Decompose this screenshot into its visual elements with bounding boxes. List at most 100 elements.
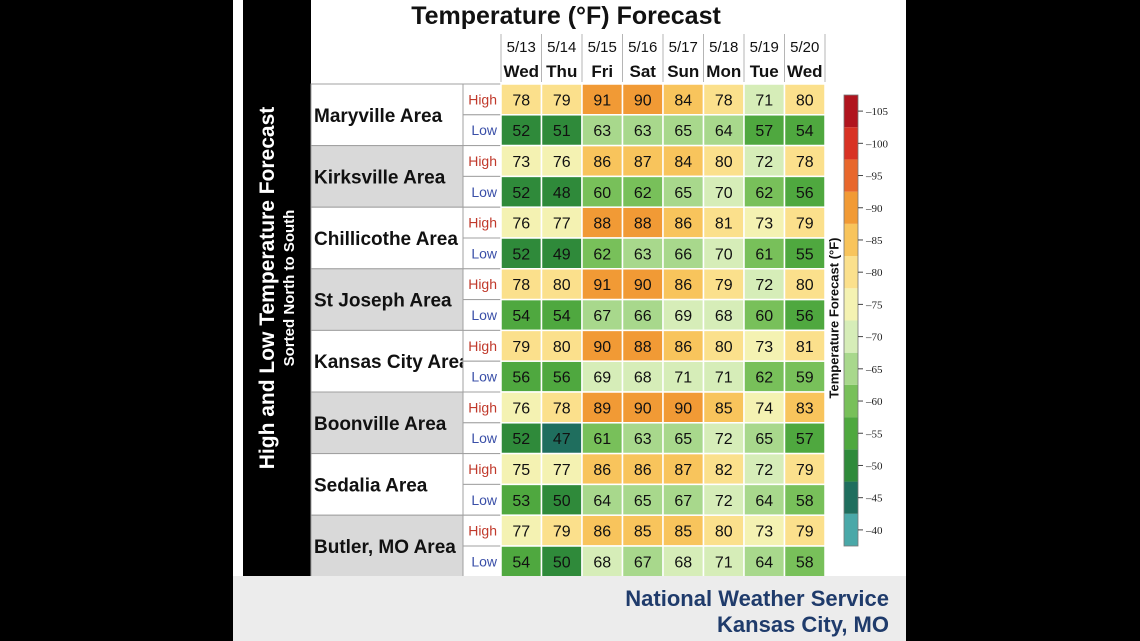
temp-cell xyxy=(702,175,745,208)
temp-cell xyxy=(662,175,705,208)
temp-value: 86 xyxy=(593,154,611,171)
temp-cell xyxy=(743,360,786,393)
temp-value: 85 xyxy=(634,524,652,541)
temp-value: 80 xyxy=(553,277,571,294)
temp-value: 62 xyxy=(755,185,773,202)
temp-value: 54 xyxy=(512,554,530,571)
legend-tick-label: –85 xyxy=(865,235,883,247)
temp-value: 56 xyxy=(553,370,571,387)
temp-value: 79 xyxy=(796,216,814,233)
temp-value: 86 xyxy=(674,216,692,233)
temp-value: 79 xyxy=(796,462,814,479)
temp-cell xyxy=(662,329,705,362)
temp-value: 59 xyxy=(796,370,814,387)
temp-cell xyxy=(581,237,624,270)
temp-cell xyxy=(540,175,583,208)
temp-value: 86 xyxy=(674,339,692,356)
legend-swatch xyxy=(844,127,858,160)
temp-value: 79 xyxy=(715,277,733,294)
temp-value: 84 xyxy=(674,154,692,171)
temp-cell xyxy=(500,545,543,578)
temp-cell xyxy=(621,114,664,147)
temp-value: 71 xyxy=(674,370,692,387)
legend-swatch xyxy=(844,320,858,353)
temp-value: 73 xyxy=(755,524,773,541)
temp-value: 77 xyxy=(553,462,571,479)
legend-tick-label: –60 xyxy=(865,396,883,408)
temp-value: 82 xyxy=(715,462,733,479)
legend-tick-label: –95 xyxy=(865,171,883,183)
temp-value: 49 xyxy=(553,246,571,263)
temp-value: 72 xyxy=(715,493,733,510)
temp-value: 71 xyxy=(715,554,733,571)
temp-cell xyxy=(662,144,705,178)
temp-cell xyxy=(581,114,624,147)
temp-value: 81 xyxy=(796,339,814,356)
temp-cell xyxy=(783,514,826,547)
row-label: High xyxy=(468,399,497,415)
temp-value: 54 xyxy=(512,308,530,325)
legend-swatch xyxy=(844,417,858,450)
temp-value: 73 xyxy=(755,216,773,233)
temp-value: 79 xyxy=(553,524,571,541)
temp-cell xyxy=(500,83,543,116)
temp-cell xyxy=(540,483,583,516)
temp-value: 67 xyxy=(674,493,692,510)
row-label: High xyxy=(468,91,497,107)
temp-cell xyxy=(581,545,624,578)
legend-tick-label: –50 xyxy=(865,460,883,472)
temp-value: 80 xyxy=(796,277,814,294)
temp-value: 68 xyxy=(715,308,733,325)
temp-value: 80 xyxy=(715,524,733,541)
temp-cell xyxy=(500,452,543,486)
temp-cell xyxy=(662,391,705,424)
area-name: Kirksville Area xyxy=(314,167,446,188)
temp-value: 62 xyxy=(634,185,652,202)
temp-value: 58 xyxy=(796,554,814,571)
row-label-cell xyxy=(462,545,502,578)
temp-value: 70 xyxy=(715,246,733,263)
temp-value: 78 xyxy=(512,277,530,294)
temp-value: 71 xyxy=(755,92,773,109)
temp-cell xyxy=(743,514,786,547)
temp-value: 58 xyxy=(796,493,814,510)
row-label: Low xyxy=(471,369,498,385)
temp-value: 87 xyxy=(634,154,652,171)
temp-cell xyxy=(500,206,543,239)
row-label: High xyxy=(468,523,497,539)
temp-value: 56 xyxy=(796,185,814,202)
side-panel xyxy=(243,0,311,576)
temp-value: 86 xyxy=(674,277,692,294)
temp-value: 88 xyxy=(593,216,611,233)
temp-cell xyxy=(500,298,543,332)
row-label: Low xyxy=(471,492,498,508)
temp-cell xyxy=(662,237,705,270)
row-label: Low xyxy=(471,307,498,323)
row-label: High xyxy=(468,153,497,169)
temp-value: 90 xyxy=(674,400,692,417)
temp-value: 67 xyxy=(634,554,652,571)
legend-tick-label: –75 xyxy=(865,299,883,311)
footer-office: Kansas City, MO xyxy=(717,612,889,637)
temp-value: 79 xyxy=(553,92,571,109)
temp-value: 54 xyxy=(796,123,814,140)
temp-value: 72 xyxy=(755,277,773,294)
legend-swatch xyxy=(844,449,858,482)
temp-cell xyxy=(702,452,745,486)
legend-tick-label: –45 xyxy=(865,493,883,505)
area-cell xyxy=(310,145,464,208)
temp-cell xyxy=(621,360,664,393)
temp-value: 85 xyxy=(715,400,733,417)
temp-cell xyxy=(500,144,543,178)
temp-value: 63 xyxy=(593,123,611,140)
temp-value: 55 xyxy=(796,246,814,263)
temp-cell xyxy=(540,360,583,393)
temp-cell xyxy=(500,360,543,393)
temp-value: 61 xyxy=(593,431,611,448)
temp-value: 76 xyxy=(512,216,530,233)
row-label-cell xyxy=(462,483,502,516)
row-label: Low xyxy=(471,245,498,261)
temp-value: 80 xyxy=(796,92,814,109)
temp-cell xyxy=(540,83,583,116)
